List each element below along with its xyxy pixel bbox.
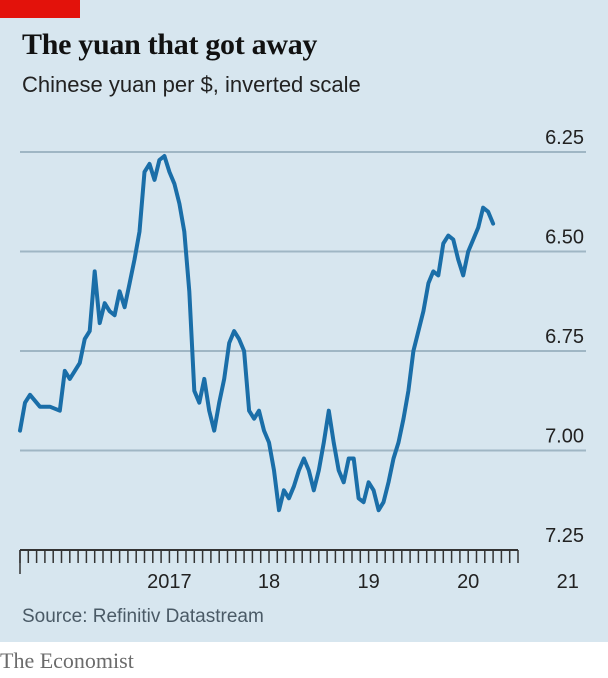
y-tick-label: 6.25 (545, 127, 584, 149)
x-tick-label: 18 (258, 571, 280, 593)
series-layer (18, 154, 496, 513)
brand-red-tag (0, 0, 80, 18)
y-tick-labels: 6.25 6.50 6.75 7.00 7.25 (545, 127, 584, 547)
y-tick-label: 7.25 (545, 525, 584, 547)
publisher-name: The Economist (0, 648, 134, 673)
source-note: Source: Refinitiv Datastream (22, 606, 264, 627)
x-tick-label: 20 (457, 571, 479, 593)
chart-subtitle: Chinese yuan per $, inverted scale (22, 72, 361, 97)
grid-lines (20, 151, 586, 452)
x-tick-label: 21 (557, 571, 579, 593)
y-tick-label: 6.75 (545, 326, 584, 348)
chart-title: The yuan that got away (22, 28, 318, 61)
line-chart: 6.25 6.50 6.75 7.00 7.25 2017 18 19 20 21 (18, 127, 586, 593)
x-tick-label: 2017 (147, 571, 192, 593)
x-axis (19, 549, 519, 574)
series-line-0 (18, 154, 496, 513)
y-tick-label: 6.50 (545, 227, 584, 249)
x-tick-label: 19 (357, 571, 379, 593)
y-tick-label: 7.00 (545, 426, 584, 448)
x-tick-labels: 2017 18 19 20 21 (147, 571, 579, 593)
